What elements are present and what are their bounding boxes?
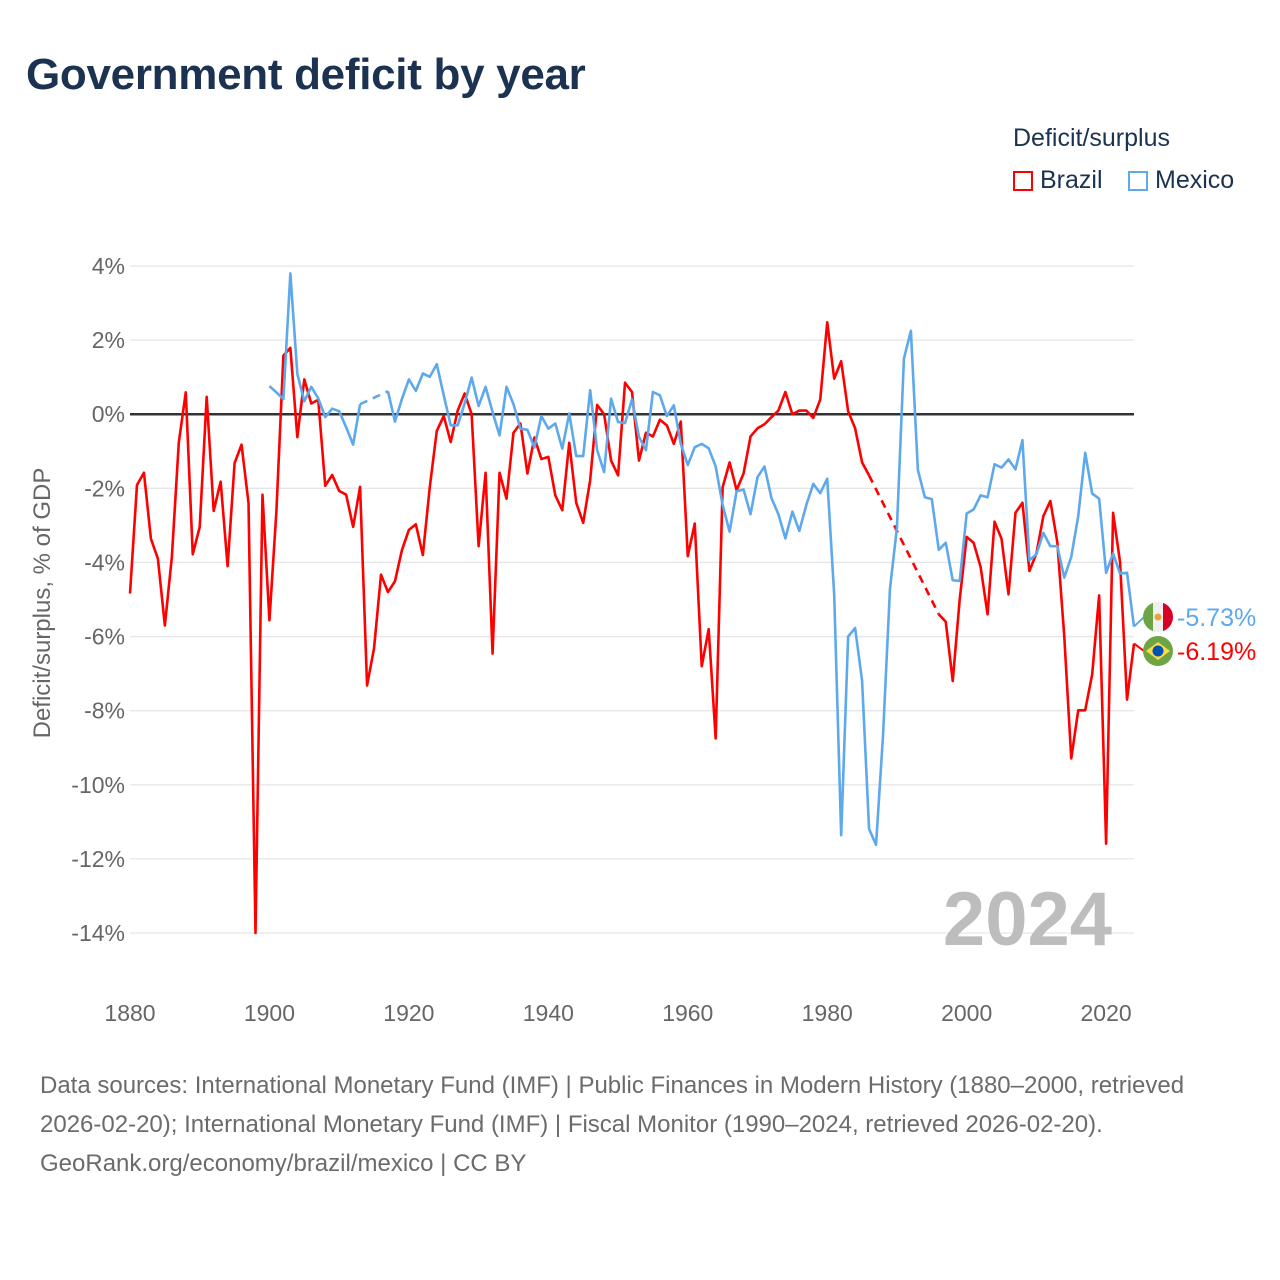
x-tick-label: 1940 <box>523 1000 574 1026</box>
legend-item-brazil[interactable]: Brazil <box>1013 166 1103 195</box>
data-sources: Data sources: International Monetary Fun… <box>40 1072 1185 1138</box>
legend-label-brazil: Brazil <box>1040 166 1103 194</box>
flag-mexico-icon <box>1143 602 1173 632</box>
line-segment-mexico <box>268 272 362 446</box>
y-tick-label: -6% <box>84 624 125 650</box>
flag-brazil-icon <box>1143 636 1173 666</box>
series-lines <box>128 272 1136 935</box>
flag-stripe-red <box>1163 602 1173 632</box>
end-value-label-brazil: -6.19% <box>1177 638 1256 666</box>
footer: Data sources: International Monetary Fun… <box>40 1066 1240 1183</box>
gridlines <box>130 265 1134 934</box>
x-tick-label: 2020 <box>1081 1000 1132 1026</box>
gap-dashed-line-brazil <box>867 474 940 615</box>
legend-swatch-brazil <box>1013 170 1033 191</box>
end-labels: -6.19% -5.73% <box>1133 602 1256 666</box>
legend-label-mexico: Mexico <box>1155 166 1235 194</box>
x-axis-ticks: 1880 1900 1920 1940 1960 1980 2000 2020 <box>104 1000 1131 1026</box>
x-tick-label: 1920 <box>383 1000 434 1026</box>
end-connector-brazil <box>1133 642 1145 652</box>
y-tick-label: -14% <box>71 920 125 946</box>
y-tick-label: -4% <box>84 549 125 575</box>
flag-stripes <box>1143 602 1173 632</box>
end-connector-mexico <box>1133 616 1145 628</box>
legend-swatch-mexico <box>1128 170 1148 191</box>
x-tick-label: 2000 <box>941 1000 992 1026</box>
y-tick-label: 0% <box>92 401 125 427</box>
x-tick-label: 1880 <box>104 1000 155 1026</box>
line-segment-mexico <box>386 329 1136 847</box>
end-value-label-mexico: -5.73% <box>1177 604 1256 632</box>
gap-dashed-line-mexico <box>359 390 389 406</box>
y-axis-ticks: 4% 2% 0% -2% -4% -6% -8% -10% -12% -14% <box>71 253 125 946</box>
flag-globe <box>1152 645 1164 657</box>
y-tick-label: -12% <box>71 846 125 872</box>
y-tick-label: 4% <box>92 253 125 279</box>
y-tick-label: -8% <box>84 698 125 724</box>
series-mexico <box>268 272 1136 847</box>
x-tick-label: 1900 <box>244 1000 295 1026</box>
x-tick-label: 1980 <box>802 1000 853 1026</box>
legend-title: Deficit/surplus <box>1013 124 1170 152</box>
credit-link[interactable]: GeoRank.org/economy/brazil/mexico | CC B… <box>40 1150 527 1177</box>
x-tick-label: 1960 <box>662 1000 713 1026</box>
flag-stripe-green <box>1143 602 1153 632</box>
flag-emblem <box>1154 613 1162 621</box>
y-tick-label: -10% <box>71 772 125 798</box>
legend-item-mexico[interactable]: Mexico <box>1128 166 1234 195</box>
y-tick-label: 2% <box>92 327 125 353</box>
y-axis-title: Deficit/surplus, % of GDP <box>29 468 56 739</box>
line-segment-brazil <box>128 321 871 935</box>
y-tick-label: -2% <box>84 475 125 501</box>
year-watermark: 2024 <box>943 877 1112 962</box>
page-title: Government deficit by year <box>26 50 586 99</box>
